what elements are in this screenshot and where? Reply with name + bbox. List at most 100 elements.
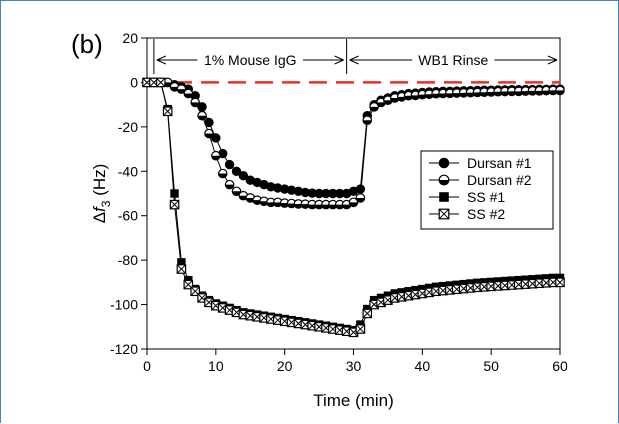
data-point-fill — [349, 202, 358, 207]
data-point-fill — [342, 204, 351, 209]
data-point-fill — [232, 191, 241, 196]
legend-marker — [439, 192, 449, 202]
data-point-fill — [246, 197, 255, 203]
data-point-fill — [438, 93, 448, 98]
y-tick-label: 0 — [130, 74, 138, 90]
data-point-cross — [355, 324, 365, 334]
data-point-fill — [184, 93, 193, 98]
data-point-fill — [197, 115, 207, 120]
x-tick-label: 20 — [277, 358, 293, 374]
data-point-fill — [431, 93, 441, 98]
data-point-fill — [473, 92, 482, 97]
data-point — [177, 258, 186, 267]
data-point-fill — [301, 204, 310, 209]
data-point-fill — [239, 195, 248, 200]
data-point-fill — [190, 102, 200, 107]
x-axis-label: Time (min) — [313, 391, 394, 410]
data-point-fill — [376, 102, 386, 107]
data-point-fill — [204, 133, 214, 138]
data-point-fill — [308, 204, 317, 209]
x-tick-label: 40 — [415, 358, 431, 374]
phase-arrowhead-left — [349, 55, 359, 65]
data-point-fill — [287, 203, 296, 208]
data-point-fill — [535, 90, 544, 96]
data-point-fill — [452, 93, 461, 98]
legend-label: SS #2 — [467, 206, 505, 222]
data-point-fill — [459, 92, 468, 98]
data-point-fill — [493, 91, 503, 96]
data-point-fill — [211, 155, 221, 160]
data-point — [231, 166, 242, 176]
legend-label: Dursan #2 — [467, 172, 532, 188]
x-tick-label: 30 — [346, 358, 362, 374]
data-point-cross — [176, 264, 186, 274]
data-point-fill — [397, 96, 406, 102]
y-tick-label: -40 — [118, 163, 138, 179]
data-point-fill — [170, 86, 179, 92]
data-point-fill — [328, 204, 338, 209]
data-point-fill — [500, 91, 510, 96]
data-point-fill — [390, 97, 399, 103]
data-point — [224, 159, 235, 170]
x-tick-label: 50 — [483, 358, 499, 374]
data-point-fill — [266, 202, 276, 207]
x-tick-label: 0 — [143, 358, 151, 374]
data-point-fill — [542, 90, 551, 95]
data-point-fill — [528, 90, 537, 96]
data-point-fill — [486, 91, 496, 97]
data-point-cross — [555, 277, 565, 287]
data-point-fill — [314, 204, 324, 209]
data-point-fill — [514, 91, 523, 96]
legend-marker-fill — [439, 180, 449, 185]
data-point-fill — [480, 92, 489, 97]
legend-label: SS #1 — [467, 189, 505, 205]
legend-label: Dursan #1 — [467, 155, 532, 171]
data-point-fill — [404, 95, 413, 100]
data-point — [238, 171, 249, 181]
data-point-fill — [548, 90, 558, 95]
x-tick-label: 10 — [208, 358, 224, 374]
series-ss-2 — [142, 77, 565, 338]
phase-arrowhead-right — [334, 55, 344, 65]
data-point-fill — [321, 204, 331, 209]
data-point-fill — [418, 94, 427, 99]
y-tick-label: -60 — [118, 208, 138, 224]
data-point-fill — [356, 197, 365, 203]
phase-label: WB1 Rinse — [418, 52, 488, 68]
series-dursan-2 — [142, 77, 565, 210]
data-point-fill — [177, 89, 186, 94]
phase-arrowhead-right — [547, 55, 558, 65]
panel-label: (b) — [71, 29, 103, 59]
phase-arrowhead-left — [156, 55, 167, 65]
data-point-fill — [294, 203, 303, 209]
data-point-cross — [169, 200, 180, 210]
data-point-cross — [156, 77, 166, 87]
legend-marker-cross — [438, 208, 450, 220]
data-point-fill — [507, 91, 517, 96]
data-point — [355, 184, 366, 194]
data-point-cross — [362, 308, 372, 319]
data-point-fill — [555, 90, 565, 95]
data-point — [170, 189, 179, 198]
y-tick-label: -120 — [110, 341, 138, 357]
legend-marker — [438, 157, 450, 169]
data-point-fill — [335, 204, 344, 209]
phase-label: 1% Mouse IgG — [204, 52, 297, 68]
data-point-fill — [280, 203, 289, 208]
data-point-fill — [411, 95, 420, 100]
data-point — [211, 133, 221, 143]
y-tick-label: -20 — [118, 119, 138, 135]
data-point-fill — [425, 94, 434, 99]
y-tick-label: -100 — [110, 297, 138, 313]
data-point-cross — [163, 106, 173, 116]
data-point-fill — [521, 91, 530, 96]
data-point-fill — [225, 184, 234, 189]
y-tick-label: 20 — [122, 30, 138, 46]
data-point-fill — [466, 92, 475, 97]
data-point-fill — [383, 100, 393, 105]
x-tick-label: 60 — [552, 358, 568, 374]
data-point-fill — [369, 106, 379, 112]
y-tick-label: -80 — [118, 252, 138, 268]
